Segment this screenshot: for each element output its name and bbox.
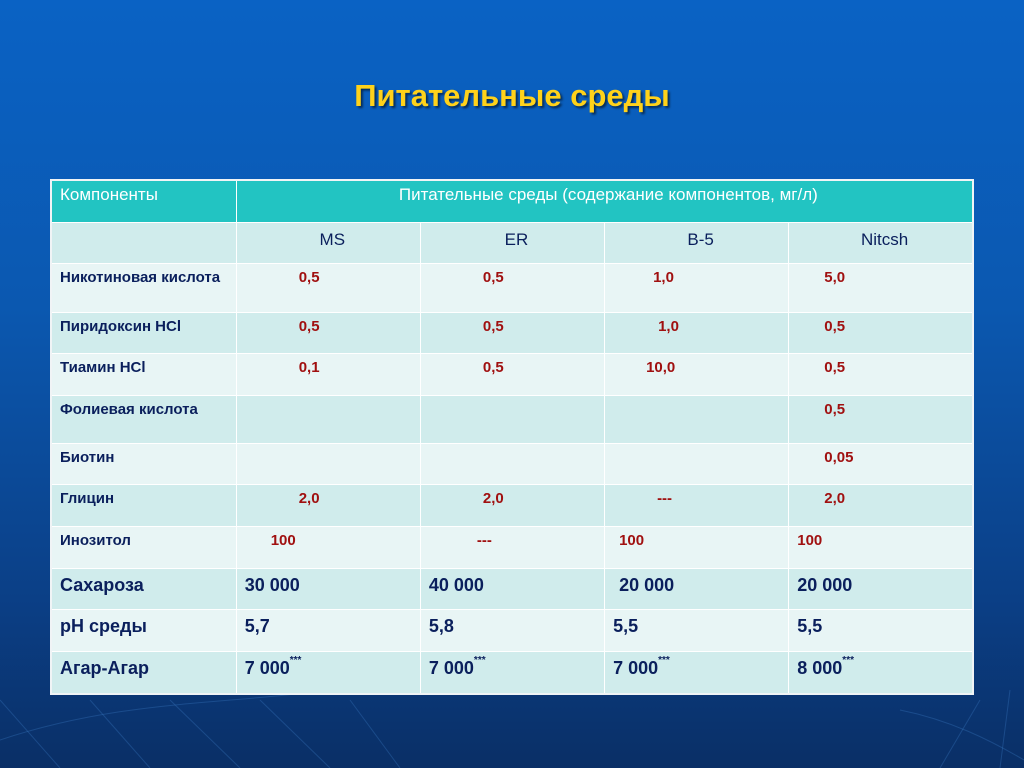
value-cell	[604, 395, 790, 444]
nutrient-media-table: Компоненты Питательные среды (содержание…	[50, 179, 974, 695]
component-name: Пиридоксин HCl	[50, 312, 237, 354]
component-name: pH среды	[50, 609, 237, 652]
value-cell: 5,5	[604, 609, 790, 652]
components-header: Компоненты	[50, 179, 237, 223]
value-cell: 7 000***	[419, 651, 606, 694]
table-row: Агар-Агар 7 000*** 7 000*** 7 000*** 8 0…	[50, 651, 974, 694]
value-cell: 30 000	[235, 568, 421, 610]
value-cell: 100	[788, 526, 974, 569]
table-row: Глицин 2,0 2,0 --- 2,0	[50, 484, 974, 527]
value-cell: 10,0	[604, 353, 790, 396]
media-caption-header: Питательные среды (содержание компоненто…	[235, 179, 974, 223]
value-cell: 2,0	[235, 484, 421, 527]
value-cell: 40 000	[419, 568, 606, 610]
value-cell: 1,0	[604, 263, 790, 313]
value-cell: 2,0	[788, 484, 974, 527]
value-cell	[235, 395, 421, 444]
value-cell: 2,0	[419, 484, 606, 527]
component-name: Инозитол	[50, 526, 237, 569]
value-cell	[419, 395, 606, 444]
value-cell: 0,5	[419, 312, 606, 354]
value-cell: 0,05	[788, 443, 974, 485]
value-cell: 5,5	[788, 609, 974, 652]
value-cell: 0,5	[788, 353, 974, 396]
table-row: Биотин 0,05	[50, 443, 974, 485]
table-row: Пиридоксин HCl 0,5 0,5 1,0 0,5	[50, 312, 974, 354]
component-name: Глицин	[50, 484, 237, 527]
component-name: Сахароза	[50, 568, 237, 610]
component-name: Биотин	[50, 443, 237, 485]
media-names-row: MS ER B-5 Nitcsh	[50, 222, 974, 264]
component-name: Тиамин HCl	[50, 353, 237, 396]
value-cell: 20 000	[788, 568, 974, 610]
table-header-row: Компоненты Питательные среды (содержание…	[50, 179, 974, 223]
footnote-mark: ***	[658, 655, 670, 666]
slide-title: Питательные среды	[354, 78, 670, 113]
value-cell: 0,5	[788, 312, 974, 354]
value-cell: 5,0	[788, 263, 974, 313]
table-row: pH среды 5,7 5,8 5,5 5,5	[50, 609, 974, 652]
empty-cell	[50, 222, 237, 264]
value-cell: 5,7	[235, 609, 421, 652]
value-cell: ---	[604, 484, 790, 527]
footnote-mark: ***	[473, 655, 486, 666]
media-name: B-5	[604, 222, 790, 264]
value-cell: 5,8	[419, 609, 606, 652]
value-cell: 100	[235, 526, 421, 569]
value-cell: 0,1	[235, 353, 421, 396]
table-row: Сахароза 30 000 40 000 20 000 20 000	[50, 568, 974, 610]
component-name: Агар-Агар	[50, 651, 237, 694]
value-cell: 7 000***	[235, 651, 421, 694]
media-name: ER	[419, 222, 606, 264]
value-cell: 0,5	[788, 395, 974, 444]
value-cell: ---	[419, 526, 606, 569]
footnote-mark: ***	[289, 655, 302, 666]
media-name: Nitcsh	[788, 222, 974, 264]
footnote-mark: ***	[842, 655, 854, 666]
value-cell: 0,5	[419, 353, 606, 396]
table-row: Тиамин HCl 0,1 0,5 10,0 0,5	[50, 353, 974, 396]
table-row: Никотиновая кислота 0,5 0,5 1,0 5,0	[50, 263, 974, 313]
value-cell: 1,0	[604, 312, 790, 354]
value-cell	[419, 443, 606, 485]
component-name: Фолиевая кислота	[50, 395, 237, 444]
value-cell: 0,5	[419, 263, 606, 313]
table-row: Инозитол 100 --- 100 100	[50, 526, 974, 569]
value-cell: 100	[604, 526, 790, 569]
value-cell	[604, 443, 790, 485]
value-cell: 7 000***	[604, 651, 790, 694]
component-name: Никотиновая кислота	[50, 263, 237, 313]
value-cell: 20 000	[604, 568, 790, 610]
value-cell	[235, 443, 421, 485]
table-row: Фолиевая кислота 0,5	[50, 395, 974, 444]
value-cell: 0,5	[235, 263, 421, 313]
value-cell: 8 000***	[788, 651, 974, 694]
media-name: MS	[235, 222, 421, 264]
value-cell: 0,5	[235, 312, 421, 354]
